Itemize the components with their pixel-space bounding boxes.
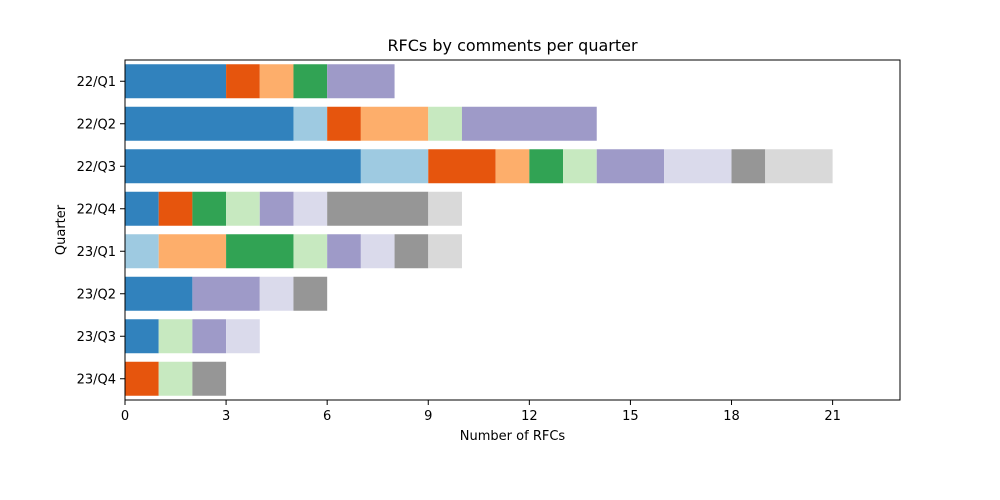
bar-segment — [293, 276, 328, 311]
y-tick-label: 23/Q2 — [77, 287, 116, 302]
bar-segment — [125, 64, 227, 99]
bar-segment — [360, 106, 429, 141]
bar-segment — [226, 234, 294, 269]
bar-segment — [461, 106, 597, 141]
bar-segment — [158, 191, 193, 226]
x-tick-label: 6 — [323, 409, 331, 424]
bar-segment — [125, 149, 361, 184]
bar-segment — [125, 106, 294, 141]
x-tick-label: 9 — [424, 409, 432, 424]
y-tick-label: 23/Q1 — [77, 245, 116, 260]
bar-segment — [495, 149, 530, 184]
plot-frame — [124, 59, 901, 401]
bar-segment — [360, 234, 395, 269]
y-tick-label: 22/Q3 — [77, 160, 116, 175]
y-tick-label: 22/Q4 — [77, 202, 116, 217]
bar-segment — [360, 149, 429, 184]
bar-segment — [125, 234, 159, 269]
bar-segment — [327, 234, 361, 269]
y-axis-label: Quarter — [54, 204, 69, 255]
bar-segment — [192, 319, 227, 354]
bar-segment — [428, 106, 462, 141]
bar-segment — [259, 64, 294, 99]
x-tick-label: 3 — [222, 409, 230, 424]
bar-segment — [428, 191, 462, 226]
bar-segment — [125, 276, 193, 311]
bar-segment — [731, 149, 766, 184]
bar-segment — [226, 191, 260, 226]
bar-segment — [192, 191, 227, 226]
bar-segment — [226, 319, 260, 354]
y-axis: 22/Q1 22/Q2 22/Q3 22/Q4 23/Q1 23/Q2 23/Q3 23/Q4 — [77, 75, 125, 387]
y-tick-label: 22/Q2 — [77, 117, 116, 132]
bar-segment — [125, 361, 159, 396]
bar-segment — [226, 64, 260, 99]
x-axis-label: Number of RFCs — [460, 429, 566, 444]
x-tick-label: 15 — [622, 409, 639, 424]
bar-segment — [192, 361, 227, 396]
bar-segment — [529, 149, 564, 184]
chart-title: RFCs by comments per quarter — [387, 36, 638, 55]
x-axis: 0 3 6 9 12 15 18 21 — [121, 400, 841, 424]
y-tick-label: 22/Q1 — [77, 75, 116, 90]
bar-segment — [394, 234, 429, 269]
bar-segment — [563, 149, 597, 184]
bar-segment — [765, 149, 833, 184]
bar-segment — [158, 361, 193, 396]
bar-segment — [192, 276, 260, 311]
bar-segment — [158, 234, 227, 269]
bar-segment — [125, 191, 159, 226]
bar-segment — [158, 319, 193, 354]
bar-segment — [596, 149, 665, 184]
bar-segment — [327, 64, 395, 99]
bar-segment — [293, 191, 328, 226]
bar-segment — [428, 149, 496, 184]
bar-segment — [293, 234, 328, 269]
bar-segment — [664, 149, 732, 184]
x-tick-label: 21 — [824, 409, 841, 424]
bars-layer — [125, 64, 833, 396]
bar-segment — [327, 106, 361, 141]
bar-segment — [259, 191, 294, 226]
y-tick-label: 23/Q3 — [77, 330, 116, 345]
x-tick-label: 18 — [723, 409, 740, 424]
bar-segment — [293, 106, 328, 141]
y-tick-label: 23/Q4 — [77, 372, 116, 387]
x-tick-label: 0 — [121, 409, 129, 424]
x-tick-label: 12 — [521, 409, 538, 424]
bar-segment — [293, 64, 328, 99]
bar-segment — [428, 234, 462, 269]
bar-segment — [259, 276, 294, 311]
bar-segment — [327, 191, 429, 226]
bar-segment — [125, 319, 159, 354]
